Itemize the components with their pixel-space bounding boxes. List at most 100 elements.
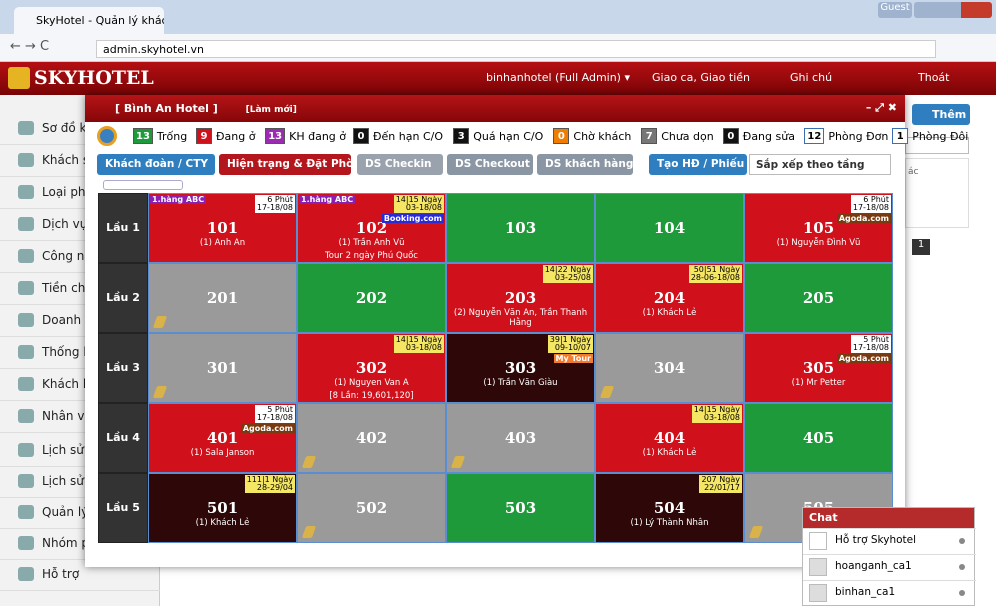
guest: (1) Mr Petter [791,378,846,388]
room[interactable]: 502 [297,473,446,543]
room[interactable]: 501 (1) Khách Lẻ 111|1 Ngày 28-29/04 [148,473,297,543]
toolbar-button[interactable]: DS Checkout [447,154,533,175]
room[interactable]: 203 (2) Nguyễn Văn An, Trần Thanh Hằng 14|… [446,263,595,333]
room[interactable]: 405 [744,403,893,473]
sidebar-icon [18,474,34,488]
sort-select[interactable]: Sắp xếp theo tầng [749,154,891,175]
sidebar-icon [18,217,34,231]
sidebar-item[interactable]: Khách sạ [0,145,160,177]
profile[interactable]: Guest [878,2,912,18]
room[interactable]: 103 [446,193,595,263]
legend-count: 0 [553,128,570,144]
browser-tab[interactable]: SkyHotel - Quản lý khách [14,7,164,34]
sidebar-item[interactable]: Doanh th [0,305,160,337]
legend-count: 12 [804,128,825,144]
sidebar-item[interactable]: Hỗ trợ [0,559,160,591]
time-line: 207 Ngày [701,475,740,484]
time-line: 17-18/08 [852,203,889,212]
zoom-slider[interactable] [103,180,183,190]
room[interactable]: 302 (1) Nguyen Van A 14|15 Ngày 03-18/08 [8 … [297,333,446,403]
room[interactable]: 401 (1) Sala Janson 5 Phút 17-18/08 Agoda.co… [148,403,297,473]
room[interactable]: 204 (1) Khách Lẻ 50|51 Ngày 28-06-18/08 [595,263,744,333]
time-line: 28-06-18/08 [690,273,740,282]
room-number: 302 [355,359,388,377]
room[interactable]: 201 [148,263,297,333]
header: SKYHOTEL binhanhotel (Full Admin) ▾ Giao… [0,62,996,95]
room[interactable]: 205 [744,263,893,333]
search-input[interactable] [905,137,969,154]
guest: (1) Khách Lẻ [642,448,697,458]
add-button[interactable]: Thêm [912,104,970,125]
room[interactable]: 403 [446,403,595,473]
broom-icon [450,456,466,468]
room[interactable]: 102 (1) Trần Anh Vũ 1.hàng ABC 14|15 Ngày 03… [297,193,446,263]
user-menu[interactable]: binhanhotel (Full Admin) ▾ [486,71,630,84]
room[interactable]: 104 [595,193,744,263]
sidebar-icon [18,249,34,263]
room-number: 205 [802,289,835,307]
room[interactable]: 105 (1) Nguyễn Đình Vũ 6 Phút 17-18/08 Agoda… [744,193,893,263]
time-badge: 14|15 Ngày 03-18/08 [393,335,444,353]
legend-label: Quá hạn C/O [473,129,544,143]
chat-title[interactable]: Chat [803,508,974,528]
room-number: 104 [653,219,686,237]
sidebar-item[interactable]: Lịch sử g [0,466,160,498]
refresh[interactable]: [Làm mới] [245,105,297,115]
room[interactable]: 404 (1) Khách Lẻ 14|15 Ngày 03-18/08 [595,403,744,473]
page-number[interactable]: 1 [912,239,930,255]
time-line: 28-29/04 [256,483,293,492]
toolbar-button[interactable]: Hiện trạng & Đặt Phòng [219,154,368,175]
room[interactable]: 504 (1) Lý Thành Nhân 207 Ngày 22/01/17 [595,473,744,543]
logout[interactable]: Thoát [918,71,950,84]
broom-icon [152,386,168,398]
modal-close[interactable]: – ⤢ ✖ [865,101,897,114]
time-badge: 6 Phút 17-18/08 [850,195,891,213]
sidebar-item[interactable]: Dịch vụ ă [0,209,160,241]
room[interactable]: 101 (1) Anh An 1.hàng ABC 6 Phút 17-18/08 [148,193,297,263]
sidebar-item[interactable]: Lịch sử g [0,435,160,467]
sidebar-item[interactable]: Sơ đồ kh [0,113,160,145]
room[interactable]: 402 [297,403,446,473]
modal-title: [ Bình An Hotel ] [115,102,218,115]
room[interactable]: 301 [148,333,297,403]
chat-contact[interactable]: Hỗ trợ Skyhotel [803,528,976,552]
sidebar-icon [18,313,34,327]
shift[interactable]: Giao ca, Giao tiền [652,71,750,84]
legend-count: 1 [892,128,909,144]
time-line: 39|1 Ngày [549,335,591,344]
notes[interactable]: Ghi chú [790,71,833,84]
url[interactable]: admin.skyhotel.vn [96,40,936,58]
sidebar-item[interactable]: Công nợ [0,241,160,273]
sidebar-item[interactable]: Tiền chi [0,273,160,305]
guest: (1) Nguyen Van A [334,378,409,388]
chat-contact[interactable]: hoanganh_ca1 [803,554,976,578]
sidebar-icon [18,409,34,423]
toolbar-button[interactable]: Khách đoàn / CTY [97,154,215,175]
sidebar-item[interactable]: Loại phò [0,177,160,209]
room[interactable]: 304 [595,333,744,403]
time-line: 5 Phút [863,335,889,344]
room[interactable]: 503 [446,473,595,543]
source-badge: Booking.com [381,214,444,223]
room-number: 504 [653,499,686,517]
toolbar-button[interactable]: DS Checkin [357,154,443,175]
legend-count: 13 [265,128,286,144]
sidebar-item[interactable]: Thống kê [0,337,160,369]
time-line: 6 Phút [267,195,293,204]
toolbar-button[interactable]: Tạo HĐ / Phiếu [649,154,747,175]
chat-contact[interactable]: binhan_ca1 [803,580,976,604]
window-controls[interactable] [914,2,992,18]
broom-icon [748,526,764,538]
nav-buttons[interactable]: ← → C [10,39,50,54]
legend-label: Chưa dọn [661,129,714,143]
sidebar-item[interactable]: Nhân viê [0,401,160,433]
sidebar-icon [18,567,34,581]
logo[interactable]: SKYHOTEL [34,67,154,89]
sidebar-item[interactable]: Quản lý [0,497,160,529]
room[interactable]: 305 (1) Mr Petter 5 Phút 17-18/08 Agoda.com [744,333,893,403]
room[interactable]: 303 (1) Trần Văn Giàu 39|1 Ngày 09-10/07 My … [446,333,595,403]
room[interactable]: 202 [297,263,446,333]
toolbar-button[interactable]: DS khách hàng [537,154,633,175]
sidebar-item[interactable]: Khách hà [0,369,160,401]
sidebar-item[interactable]: Nhóm ph [0,528,160,560]
